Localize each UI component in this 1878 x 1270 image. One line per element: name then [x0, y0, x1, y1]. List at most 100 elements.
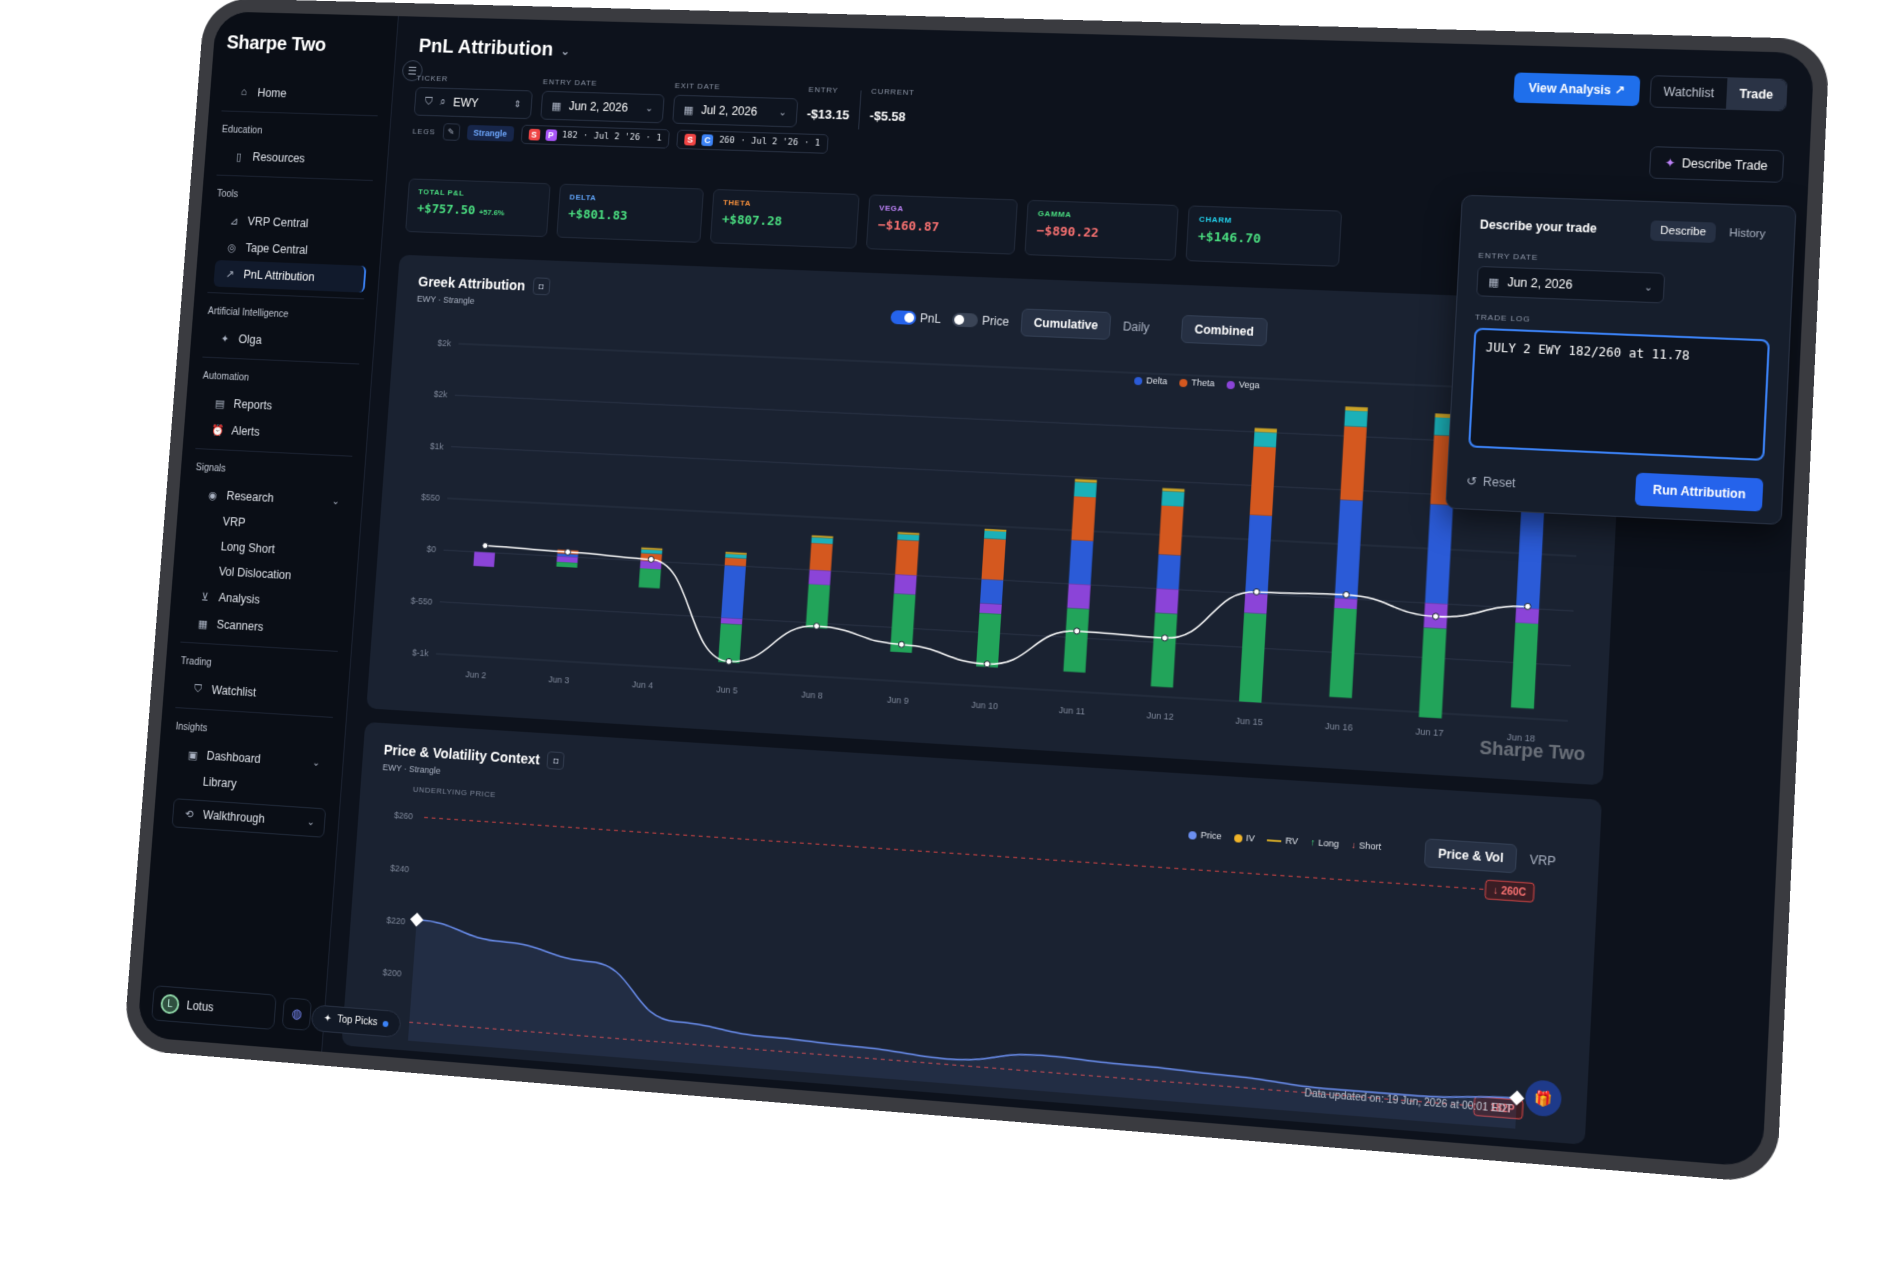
pnl-point [1074, 628, 1080, 634]
stat-cards: TOTAL P&L +$757.50 +57.6% DELTA +$801.83 THET… [405, 178, 1342, 266]
pnl-point [984, 661, 990, 667]
pnl-point [1253, 589, 1259, 595]
app-screen: Sharpe Two ⌂ Home Education ▯ Resources To… [137, 11, 1814, 1167]
x-tick-label: Jun 15 [1235, 715, 1263, 727]
sidebar-section-title: Automation [202, 371, 358, 389]
bar-charm [811, 537, 833, 544]
bar-delta [1069, 540, 1094, 585]
header-actions: View Analysis ↗ Watchlist Trade [1513, 71, 1788, 111]
bar-gamma [1063, 608, 1089, 673]
sidebar-item-watchlist[interactable]: ⛉ Watchlist [181, 675, 335, 711]
divider [216, 175, 372, 181]
strike-badge: ↓ 260C [1485, 880, 1534, 902]
bar-charm [984, 531, 1006, 540]
x-tick-label: Jun 12 [1146, 710, 1174, 722]
divider [207, 292, 364, 299]
bar-charm [1254, 432, 1277, 448]
pnl-point [1524, 603, 1531, 609]
sidebar-item-pnl-attribution[interactable]: ↗ PnL Attribution [213, 260, 366, 293]
bar-gamma [1329, 608, 1357, 698]
user-row: L Lotus ◍ [151, 985, 312, 1033]
pnl-point [898, 641, 904, 647]
gridline [458, 344, 1584, 393]
stat-value: +$801.83 [568, 207, 692, 226]
tab-history[interactable]: History [1719, 223, 1775, 245]
notification-dot [383, 1020, 389, 1026]
bar-theta [1340, 426, 1367, 501]
calendar-icon: ▦ [551, 99, 562, 112]
bar-delta [1157, 554, 1181, 589]
sparkle-icon: ✦ [323, 1013, 332, 1024]
trade-log-input[interactable] [1468, 328, 1770, 461]
x-tick-label: Jun 3 [548, 674, 570, 685]
x-tick-label: Jun 8 [801, 689, 823, 701]
calendar-icon: ▦ [683, 103, 694, 116]
describe-trade-button[interactable]: ✦ Describe Trade [1648, 146, 1784, 183]
stat-label: THETA [723, 198, 849, 211]
top-picks-button[interactable]: ✦ Top Picks [311, 1004, 402, 1038]
sidebar-item-home[interactable]: ⌂ Home [227, 79, 380, 110]
tab-describe[interactable]: Describe [1650, 220, 1716, 243]
sidebar-item-olga[interactable]: ✦ Olga [208, 324, 361, 357]
trade-fields: TICKER ⛉ ⌕ EWY ⇕ ENTRY DATE ▦ Jun 2, 202… [414, 74, 915, 131]
pnl-point [565, 549, 571, 555]
bar-theta [982, 538, 1006, 580]
describe-entry-date-picker[interactable]: ▦ Jun 2, 2026 ⌄ [1476, 266, 1665, 304]
greek-attribution-chart: $2k $2k $1k $550 $0 $-550 $-1k Jun 2 Jun 3 Jun 4 J… [366, 255, 1627, 786]
y-tick-label: $200 [382, 967, 402, 979]
radar-icon: ◉ [206, 488, 220, 502]
view-analysis-button[interactable]: View Analysis ↗ [1513, 72, 1640, 106]
greek-attribution-panel: Greek Attribution ◘ EWY · Strangle PnL Pr… [366, 255, 1627, 786]
sidebar-item-resources[interactable]: ▯ Resources [222, 143, 375, 175]
sidebar-section-title: Signals [195, 462, 351, 480]
edit-icon[interactable]: ✎ [442, 123, 460, 141]
entry-label: ENTRY [808, 85, 851, 95]
sidebar-item-alerts[interactable]: ⏰ Alerts [201, 416, 354, 450]
y-tick-label: $-1k [412, 647, 430, 658]
bar-delta [721, 565, 746, 619]
stat-value: −$890.22 [1036, 224, 1166, 244]
stat-card-theta: THETA +$807.28 [710, 189, 860, 249]
chevron-down-icon: ⌄ [778, 107, 787, 118]
popover-tabs: Describe History [1650, 220, 1775, 245]
ticker-value: EWY [453, 96, 479, 110]
entry-date-picker[interactable]: ▦ Jun 2, 2026 ⌄ [540, 91, 664, 124]
pnl-point [482, 543, 488, 549]
leg-pill[interactable]: SP 182 · Jul 2 '26 · 1 [520, 125, 670, 149]
x-tick-label: Jun 16 [1325, 721, 1353, 733]
bar-theta [810, 543, 833, 571]
user-menu[interactable]: L Lotus [151, 985, 277, 1030]
ticker-select[interactable]: ⛉ ⌕ EWY ⇕ [414, 87, 533, 119]
run-attribution-button[interactable]: Run Attribution [1635, 473, 1763, 512]
y-tick-label: $220 [386, 915, 406, 927]
tab-trade[interactable]: Trade [1726, 78, 1787, 110]
bar-delta [1335, 500, 1363, 600]
home-icon: ⌂ [237, 85, 251, 99]
reset-button[interactable]: ↺ Reset [1466, 474, 1516, 491]
leg-pill[interactable]: SC 260 · Jul 2 '26 · 1 [676, 130, 828, 154]
current-group: CURRENT -$5.58 [869, 87, 915, 131]
stat-value: +$146.70 [1198, 230, 1330, 250]
alarm-icon: ⏰ [211, 423, 225, 437]
chart-icon: ⊿ [227, 214, 241, 228]
stat-value: +$757.50 +57.6% [417, 202, 539, 221]
sparkle-icon: ✦ [218, 332, 232, 346]
popover-title: Describe your trade [1480, 217, 1598, 235]
chevron-down-icon[interactable]: ⌄ [332, 496, 341, 507]
chevron-down-icon[interactable]: ⌄ [312, 757, 321, 768]
bar-theta [1159, 506, 1184, 556]
bookmark-icon[interactable]: ⛉ [424, 95, 433, 108]
reset-icon: ↺ [1466, 474, 1477, 489]
search-icon: ⌕ [440, 96, 447, 109]
y-tick-label: $2k [433, 389, 448, 400]
bar-vega [979, 603, 1001, 614]
divider [858, 90, 862, 129]
exit-date-picker[interactable]: ▦ Jul 2, 2026 ⌄ [672, 95, 798, 128]
tab-watchlist[interactable]: Watchlist [1650, 76, 1727, 109]
chevron-down-icon: ⌄ [1644, 282, 1653, 294]
sidebar-item-walkthrough[interactable]: ⟲ Walkthrough ⌄ [172, 798, 327, 838]
discord-icon[interactable]: ◍ [282, 997, 312, 1031]
divider [202, 357, 359, 365]
analysis-icon: ⊻ [198, 590, 212, 604]
